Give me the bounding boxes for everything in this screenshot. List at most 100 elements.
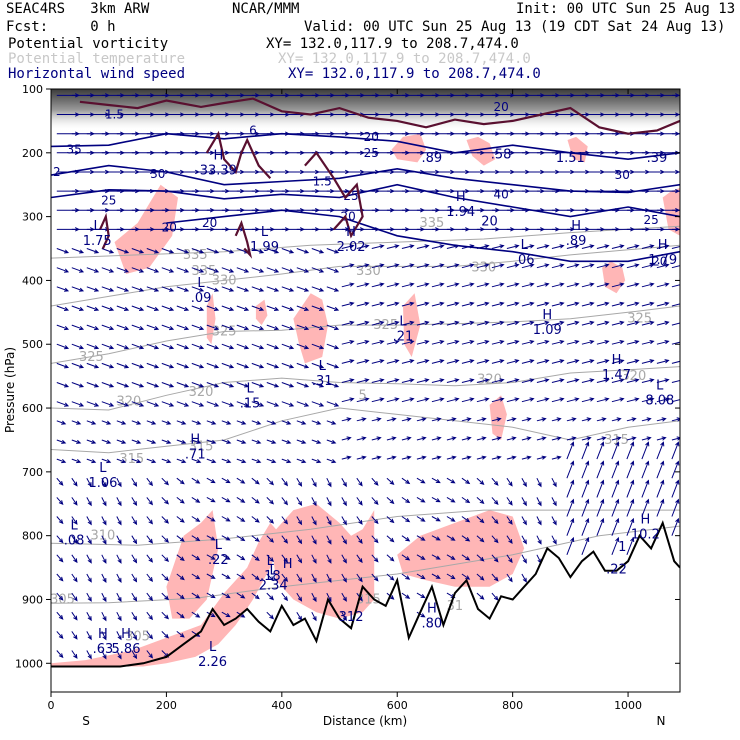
wind-vector-679 (161, 401, 175, 407)
wind-vector-744 (506, 417, 517, 422)
wind-vector-935 (221, 516, 231, 522)
y-tick-label-100: 100 (22, 83, 43, 96)
wind-vector-677 (131, 401, 145, 407)
wind-vector-933 (191, 516, 201, 522)
wind-vector-397 (341, 263, 355, 269)
wind-vector-516 (236, 324, 250, 331)
wind-vector-907 (431, 496, 441, 503)
wind-vector-962 (626, 498, 635, 517)
wind-vector-963 (641, 498, 650, 517)
wind-vector-588 (56, 362, 70, 369)
wind-vector-645 (281, 382, 295, 388)
y-tick-label-600: 600 (22, 402, 43, 415)
wind-vector-383 (131, 267, 145, 273)
wind-vector-781 (431, 436, 442, 441)
wind-vector-125 (671, 133, 680, 135)
wind-vector-1059 (296, 573, 303, 583)
wind-vector-1069 (446, 573, 456, 580)
wind-vector-712 (656, 397, 670, 403)
wind-vector-502 (656, 301, 670, 307)
wind-vector-1081 (146, 592, 153, 602)
wind-vector-1020 (266, 554, 275, 563)
wind-vector-461 (671, 282, 680, 288)
wind-vector-813 (281, 458, 292, 464)
wind-vector-1035 (491, 554, 499, 563)
wind-vector-936 (236, 516, 246, 522)
wind-label-0: 1.5 (105, 108, 124, 122)
wind-vector-596 (176, 362, 190, 369)
wind-vector-342 (146, 248, 160, 254)
wind-vector-756 (56, 439, 67, 444)
x-tick-label-600: 600 (387, 699, 408, 712)
legend-pt-label: Potential temperature (8, 51, 186, 67)
wind-vector-83 (671, 114, 680, 115)
wind-vector-440 (356, 282, 370, 288)
wind-vector-480 (326, 305, 340, 311)
wind-vector-779 (401, 436, 412, 441)
wind-vector-778 (386, 436, 397, 441)
pv-region-2 (270, 503, 375, 619)
wind-vector-624 (596, 359, 610, 364)
wind-vector-995 (491, 535, 499, 544)
wind-vector-997 (521, 535, 527, 545)
wind-vector-701 (491, 397, 505, 403)
pv-contour-1 (205, 130, 272, 180)
wind-vector-503 (671, 301, 680, 307)
wind-vector-834 (596, 441, 605, 460)
wind-vector-762 (146, 439, 157, 444)
wind-vector-697 (431, 397, 445, 403)
hl-marker-type-7: L (521, 238, 529, 253)
wind-vector-369 (551, 244, 565, 249)
wind-vector-776 (356, 436, 367, 441)
hl-marker-value-5: 20 (481, 215, 498, 230)
wind-vector-848 (176, 477, 185, 485)
wind-vector-921 (641, 479, 650, 498)
wind-vector-1054 (221, 573, 231, 579)
wind-vector-603 (281, 362, 295, 369)
wind-vector-738 (416, 417, 427, 422)
wind-vector-420 (56, 286, 70, 292)
wind-vector-639 (191, 382, 205, 388)
wind-vector-619 (521, 359, 535, 364)
wind-vector-918 (596, 479, 605, 498)
wind-vector-867 (461, 477, 471, 485)
theta-contour-315 (51, 407, 680, 454)
wind-vector-843 (101, 477, 107, 488)
wind-vector-796 (656, 436, 667, 441)
wind-vector-417 (641, 263, 655, 269)
theta-contour-320 (51, 366, 680, 411)
pv-region-10 (567, 136, 588, 163)
wind-vector-627 (641, 359, 655, 364)
wind-vector-968 (86, 535, 92, 545)
wind-vector-965 (671, 498, 680, 517)
wind-vector-1017 (221, 554, 231, 560)
wind-vector-767 (221, 439, 232, 444)
wind-vector-538 (566, 320, 580, 326)
wind-vector-916 (566, 479, 575, 498)
wind-vector-1001 (581, 517, 590, 536)
wind-vector-706 (566, 397, 580, 403)
wind-contour-20 (166, 209, 680, 263)
wind-vector-433 (251, 286, 265, 292)
wind-vector-488 (446, 301, 460, 307)
hl-marker-value-28: 5.86 (112, 642, 141, 657)
hl-marker-value-15: 8.08 (645, 393, 674, 408)
hl-marker-value-29: 2.26 (198, 655, 227, 670)
wind-vector-209 (671, 171, 680, 173)
wind-vector-967 (71, 535, 78, 545)
wind-vector-1104 (86, 611, 92, 622)
wind-vector-387 (191, 267, 205, 273)
wind-vector-970 (116, 535, 122, 545)
wind-vector-553 (161, 343, 175, 350)
wind-vector-654 (416, 378, 430, 383)
wind-vector-934 (206, 516, 216, 522)
wind-vector-1080 (131, 592, 138, 602)
wind-vector-931 (161, 516, 170, 524)
hl-marker-value-30: 312 (339, 610, 364, 625)
wind-vector-849 (191, 477, 201, 484)
wind-vector-341 (131, 248, 145, 254)
wind-vector-493 (521, 301, 535, 307)
wind-vector-777 (371, 436, 382, 441)
wind-vector-927 (101, 516, 107, 526)
wind-vector-682 (206, 401, 220, 407)
